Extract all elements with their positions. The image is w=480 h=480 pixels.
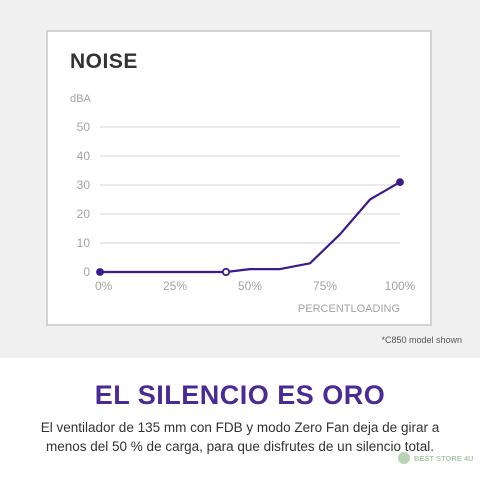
data-point-marker: [96, 268, 104, 276]
noise-chart: dBA 0 10 20 30 40 50 0% 25% 50% 75% 100% PERCENTLOAD…: [70, 93, 416, 315]
x-tick-label: 25%: [163, 279, 187, 293]
x-tick-label: 75%: [313, 279, 337, 293]
y-tick-label: 20: [77, 207, 91, 221]
x-axis-label: PERCENTLOADING: [298, 303, 400, 315]
y-axis-label: dBA: [70, 93, 91, 105]
model-note: *C850 model shown: [381, 335, 462, 345]
chart-title: NOISE: [70, 50, 138, 73]
y-tick-label: 30: [77, 178, 91, 192]
x-tick-label: 50%: [238, 279, 262, 293]
data-point-marker: [396, 178, 404, 187]
y-tick-label: 0: [83, 265, 90, 279]
x-tick-label: 100%: [385, 279, 416, 293]
noise-chart-card: NOISE dBA 0 10 20 30 40 50 0% 25% 50% 75% 100% PERCE…: [46, 30, 432, 326]
body-text: El ventilador de 135 mm con FDB y modo Z…: [40, 420, 440, 454]
x-tick-label: 0%: [95, 279, 113, 293]
headline: EL SILENCIO ES ORO: [94, 380, 386, 410]
top-section: NOISE dBA 0 10 20 30 40 50 0% 25% 50% 75% 100% PERCE…: [0, 0, 480, 358]
y-tick-label: 40: [77, 149, 91, 163]
y-tick-label: 50: [77, 120, 91, 134]
store-watermark: BEST STORE 4U: [398, 452, 473, 464]
watermark-text: BEST STORE 4U: [414, 453, 474, 463]
zero-fan-marker: [221, 267, 231, 277]
store-logo-icon: [398, 452, 410, 464]
noise-series-line: [100, 181, 401, 274]
y-tick-label: 10: [77, 236, 91, 250]
